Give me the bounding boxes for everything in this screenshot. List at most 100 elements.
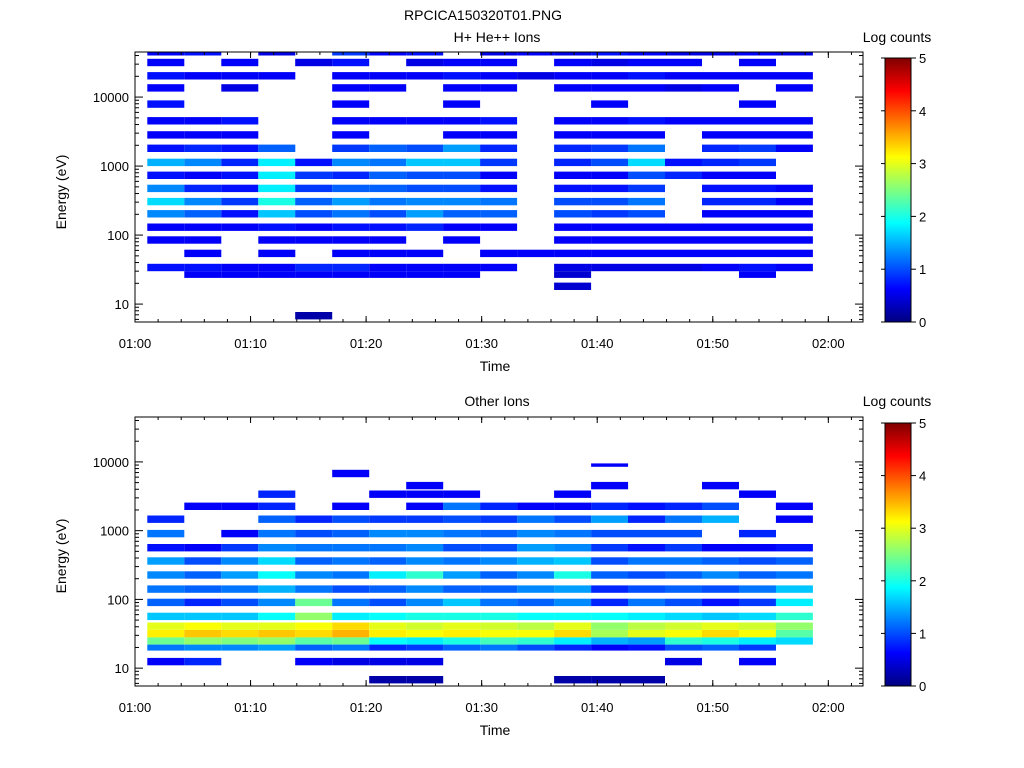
heatmap-cell — [406, 585, 444, 593]
heatmap-cell — [147, 585, 185, 593]
heatmap-cell — [554, 571, 592, 579]
heatmap-cell — [147, 52, 185, 56]
heatmap-cell — [739, 637, 776, 645]
heatmap-cell — [628, 197, 665, 206]
heatmap-cell — [665, 72, 702, 80]
heatmap-cell — [628, 557, 665, 565]
heatmap-cell — [775, 515, 813, 523]
heatmap-cell — [665, 598, 702, 607]
heatmap-cell — [480, 144, 518, 152]
heatmap-cell — [258, 529, 296, 538]
heatmap-cell — [739, 72, 776, 80]
heatmap-cell — [591, 481, 629, 490]
heatmap-cell — [591, 84, 629, 92]
x-tick-label: 01:40 — [581, 700, 614, 715]
heatmap-cell — [480, 171, 518, 179]
heatmap-cell — [332, 223, 370, 231]
heatmap-cell — [628, 644, 665, 651]
heatmap-cell — [184, 585, 222, 593]
heatmap-cell — [369, 72, 407, 80]
heatmap-cell — [406, 644, 444, 651]
heatmap-cell — [406, 58, 444, 67]
heatmap-cell — [739, 184, 776, 193]
heatmap-cell — [147, 117, 185, 125]
heatmap-cell — [147, 72, 185, 80]
heatmap-cell — [628, 630, 665, 638]
heatmap-cell — [332, 571, 370, 579]
heatmap-cell — [591, 637, 629, 645]
heatmap-cell — [369, 657, 407, 666]
heatmap-cell — [665, 630, 702, 638]
heatmap-cell — [406, 184, 444, 193]
heatmap-cell — [665, 236, 702, 244]
x-tick-label: 01:50 — [697, 700, 730, 715]
heatmap-cell — [628, 263, 665, 272]
heatmap-cell — [739, 263, 776, 272]
heatmap-cell — [739, 529, 776, 538]
heatmap-cell — [443, 100, 481, 108]
heatmap-cell — [443, 630, 481, 638]
heatmap-cell — [739, 223, 776, 231]
heatmap-cell — [517, 52, 555, 56]
heatmap-cell — [480, 58, 518, 67]
x-tick-label: 01:10 — [234, 700, 267, 715]
heatmap-cell — [554, 515, 592, 523]
heatmap-cell — [258, 637, 296, 645]
heatmap-cell — [628, 210, 665, 218]
heatmap-cell — [406, 263, 444, 272]
heatmap-cell — [665, 529, 702, 538]
heatmap-cell — [221, 544, 259, 552]
heatmap-cell — [443, 72, 481, 80]
heatmap-cell — [184, 271, 222, 278]
heatmap-cell — [443, 144, 481, 152]
heatmap-cell — [147, 58, 185, 67]
colorbar-tick-label: 2 — [919, 209, 926, 224]
heatmap-cell — [184, 223, 222, 231]
heatmap-cell — [739, 557, 776, 565]
heatmap-cell — [332, 144, 370, 152]
heatmap-cell — [258, 571, 296, 579]
heatmap-cell — [591, 210, 629, 218]
heatmap-cell — [554, 271, 592, 278]
heatmap-cell — [591, 529, 629, 538]
heatmap-cell — [739, 117, 776, 125]
heatmap-cell — [295, 171, 333, 179]
heatmap-cell — [443, 131, 481, 139]
heatmap-cell — [739, 598, 776, 607]
heatmap-cell — [702, 637, 739, 645]
heatmap-cell — [332, 612, 370, 621]
heatmap-cell — [369, 184, 407, 193]
heatmap-cell — [258, 197, 296, 206]
heatmap-cell — [147, 171, 185, 179]
heatmap-cell — [628, 236, 665, 244]
heatmap-cell — [517, 622, 555, 630]
heatmap-cell — [702, 585, 739, 593]
heatmap-cell — [258, 223, 296, 231]
heatmap-cell — [406, 515, 444, 523]
heatmap-cell — [665, 117, 702, 125]
heatmap-cell — [554, 585, 592, 593]
heatmap-cell — [702, 117, 739, 125]
heatmap-cell — [332, 263, 370, 272]
heatmap-cell — [221, 72, 259, 80]
heatmap-cell — [406, 52, 444, 56]
heatmap-cell — [184, 52, 222, 56]
heatmap-cell — [628, 58, 665, 67]
heatmap-cell — [554, 197, 592, 206]
heatmap-cell — [554, 84, 592, 92]
heatmap-cell — [332, 184, 370, 193]
heatmap-cell — [184, 171, 222, 179]
heatmap-cell — [628, 84, 665, 92]
heatmap-cell — [554, 544, 592, 552]
heatmap-cell — [480, 84, 518, 92]
heatmap-cell — [443, 557, 481, 565]
heatmap-cell — [591, 58, 629, 67]
heatmap-cell — [702, 630, 739, 638]
heatmap-cell — [591, 630, 629, 638]
heatmap-cell — [295, 637, 333, 645]
heatmap-cell — [702, 223, 739, 231]
heatmap-cell — [406, 657, 444, 666]
heatmap-cell — [406, 490, 444, 498]
heatmap-cell — [554, 557, 592, 565]
heatmap-cell — [628, 117, 665, 125]
